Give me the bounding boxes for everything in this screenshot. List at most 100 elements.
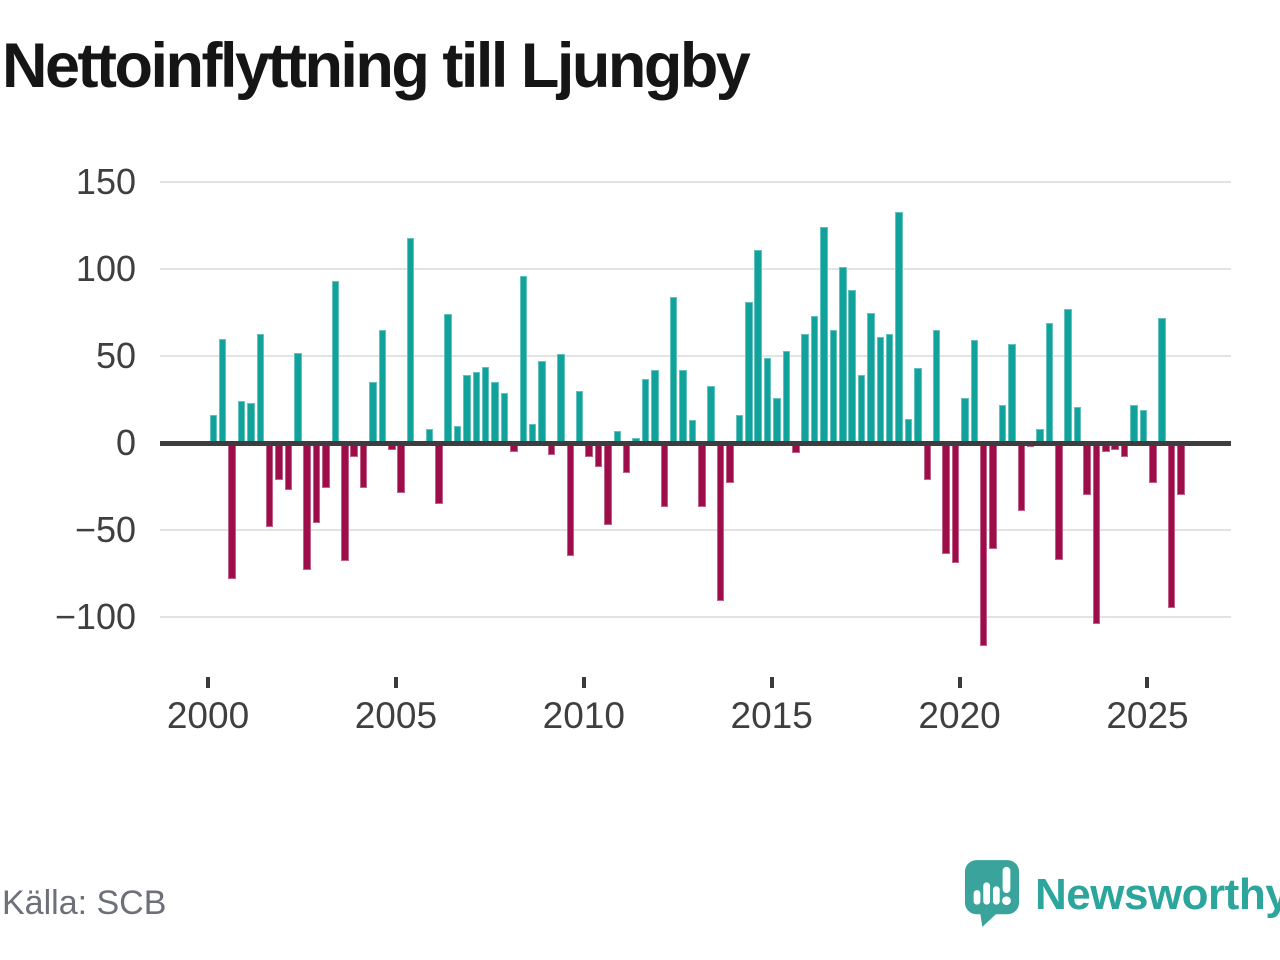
bar-negative — [923, 443, 932, 480]
y-axis-tick-label: −100 — [54, 595, 136, 637]
bar-positive — [773, 397, 781, 443]
bar-negative — [1055, 443, 1063, 560]
bar-positive — [481, 366, 490, 443]
bar-positive — [256, 333, 265, 443]
bar-positive — [904, 418, 913, 443]
bar-positive — [575, 390, 584, 443]
bar-positive — [1130, 404, 1138, 443]
bar-negative — [566, 443, 575, 556]
bar-negative — [726, 443, 734, 483]
bar-positive — [669, 296, 678, 443]
y-axis-tick-label: 100 — [75, 248, 136, 290]
source-note: Källa: SCB — [2, 884, 167, 922]
bar-positive — [848, 290, 856, 443]
bar-positive — [707, 385, 715, 443]
gridline — [160, 528, 1231, 531]
bar-negative — [265, 443, 274, 527]
bar-negative — [660, 443, 669, 508]
bar-positive — [247, 403, 255, 443]
bar-negative — [303, 443, 311, 570]
bar-negative — [341, 443, 349, 562]
bar-positive — [970, 340, 979, 443]
bar-negative — [1017, 443, 1026, 511]
bar-positive — [782, 350, 791, 443]
bar-positive — [209, 415, 218, 443]
bar-positive — [538, 361, 546, 443]
bar-positive — [1139, 410, 1148, 443]
bar-positive — [1064, 309, 1072, 443]
gridline — [160, 181, 1231, 184]
bar-negative — [228, 443, 236, 579]
bar-positive — [491, 382, 499, 443]
bar-positive — [369, 382, 377, 443]
bar-positive — [735, 415, 744, 443]
bar-positive — [444, 314, 452, 443]
gridline — [160, 615, 1231, 618]
brand-logo: Newsworthy — [963, 858, 1280, 933]
bar-positive — [961, 397, 969, 443]
newsworthy-logo-icon — [963, 858, 1021, 933]
bar-negative — [1177, 443, 1185, 496]
bar-positive — [1045, 323, 1054, 443]
x-axis-tick-label: 2025 — [1106, 695, 1189, 736]
bar-positive — [820, 227, 828, 443]
bar-negative — [951, 443, 960, 563]
y-axis-tick-label: 150 — [75, 161, 136, 203]
bar-negative — [1083, 443, 1091, 496]
bar-positive — [839, 267, 847, 443]
bar-positive — [1073, 406, 1082, 443]
brand-name: Newsworthy — [1035, 870, 1280, 919]
bar-negative — [435, 443, 443, 504]
bar-positive — [763, 357, 772, 443]
bar-positive — [519, 276, 528, 443]
y-axis-tick-label: 0 — [115, 422, 136, 463]
gridline — [160, 268, 1231, 271]
bar-positive — [801, 333, 809, 443]
bar-negative — [359, 443, 368, 489]
x-axis-tick-label: 2015 — [730, 695, 813, 736]
bar-negative — [698, 443, 706, 508]
bar-positive — [829, 330, 838, 443]
x-axis-tick — [957, 677, 962, 688]
x-axis-tick-label: 2020 — [918, 695, 1001, 736]
bar-positive — [932, 330, 941, 443]
x-axis-tick-label: 2010 — [542, 695, 625, 736]
x-axis-tick — [769, 677, 774, 688]
bar-negative — [322, 443, 330, 489]
bar-positive — [754, 250, 762, 443]
bar-negative — [312, 443, 321, 523]
x-axis-tick-label: 2000 — [166, 695, 250, 736]
bar-negative — [989, 443, 997, 550]
bar-positive — [472, 371, 481, 443]
y-axis-tick-label: −50 — [74, 508, 136, 550]
bar-positive — [810, 316, 819, 443]
bar-positive — [331, 281, 340, 443]
bar-positive — [557, 354, 565, 443]
bar-positive — [867, 312, 875, 443]
bar-positive — [895, 211, 903, 443]
bar-negative — [1092, 443, 1101, 624]
bar-positive — [406, 237, 415, 443]
bar-negative — [594, 443, 603, 468]
bar-positive — [1158, 317, 1166, 443]
bar-positive — [641, 378, 650, 443]
x-axis-tick — [581, 677, 586, 688]
x-axis-tick — [1145, 677, 1150, 688]
bar-positive — [998, 404, 1007, 443]
bar-positive — [876, 336, 885, 443]
bar-positive — [679, 370, 687, 443]
bar-positive — [651, 370, 659, 443]
x-axis-tick-label: 2005 — [354, 695, 438, 736]
bar-positive — [237, 401, 246, 443]
bar-positive — [218, 338, 227, 443]
bar-negative — [942, 443, 950, 555]
bar-negative — [275, 443, 283, 480]
y-axis-tick-label: 50 — [95, 335, 136, 377]
bar-positive — [294, 352, 302, 443]
bar-negative — [622, 443, 631, 473]
bar-positive — [745, 302, 753, 443]
x-axis-tick — [206, 677, 210, 688]
bar-positive — [463, 375, 471, 443]
gridline — [160, 355, 1231, 358]
